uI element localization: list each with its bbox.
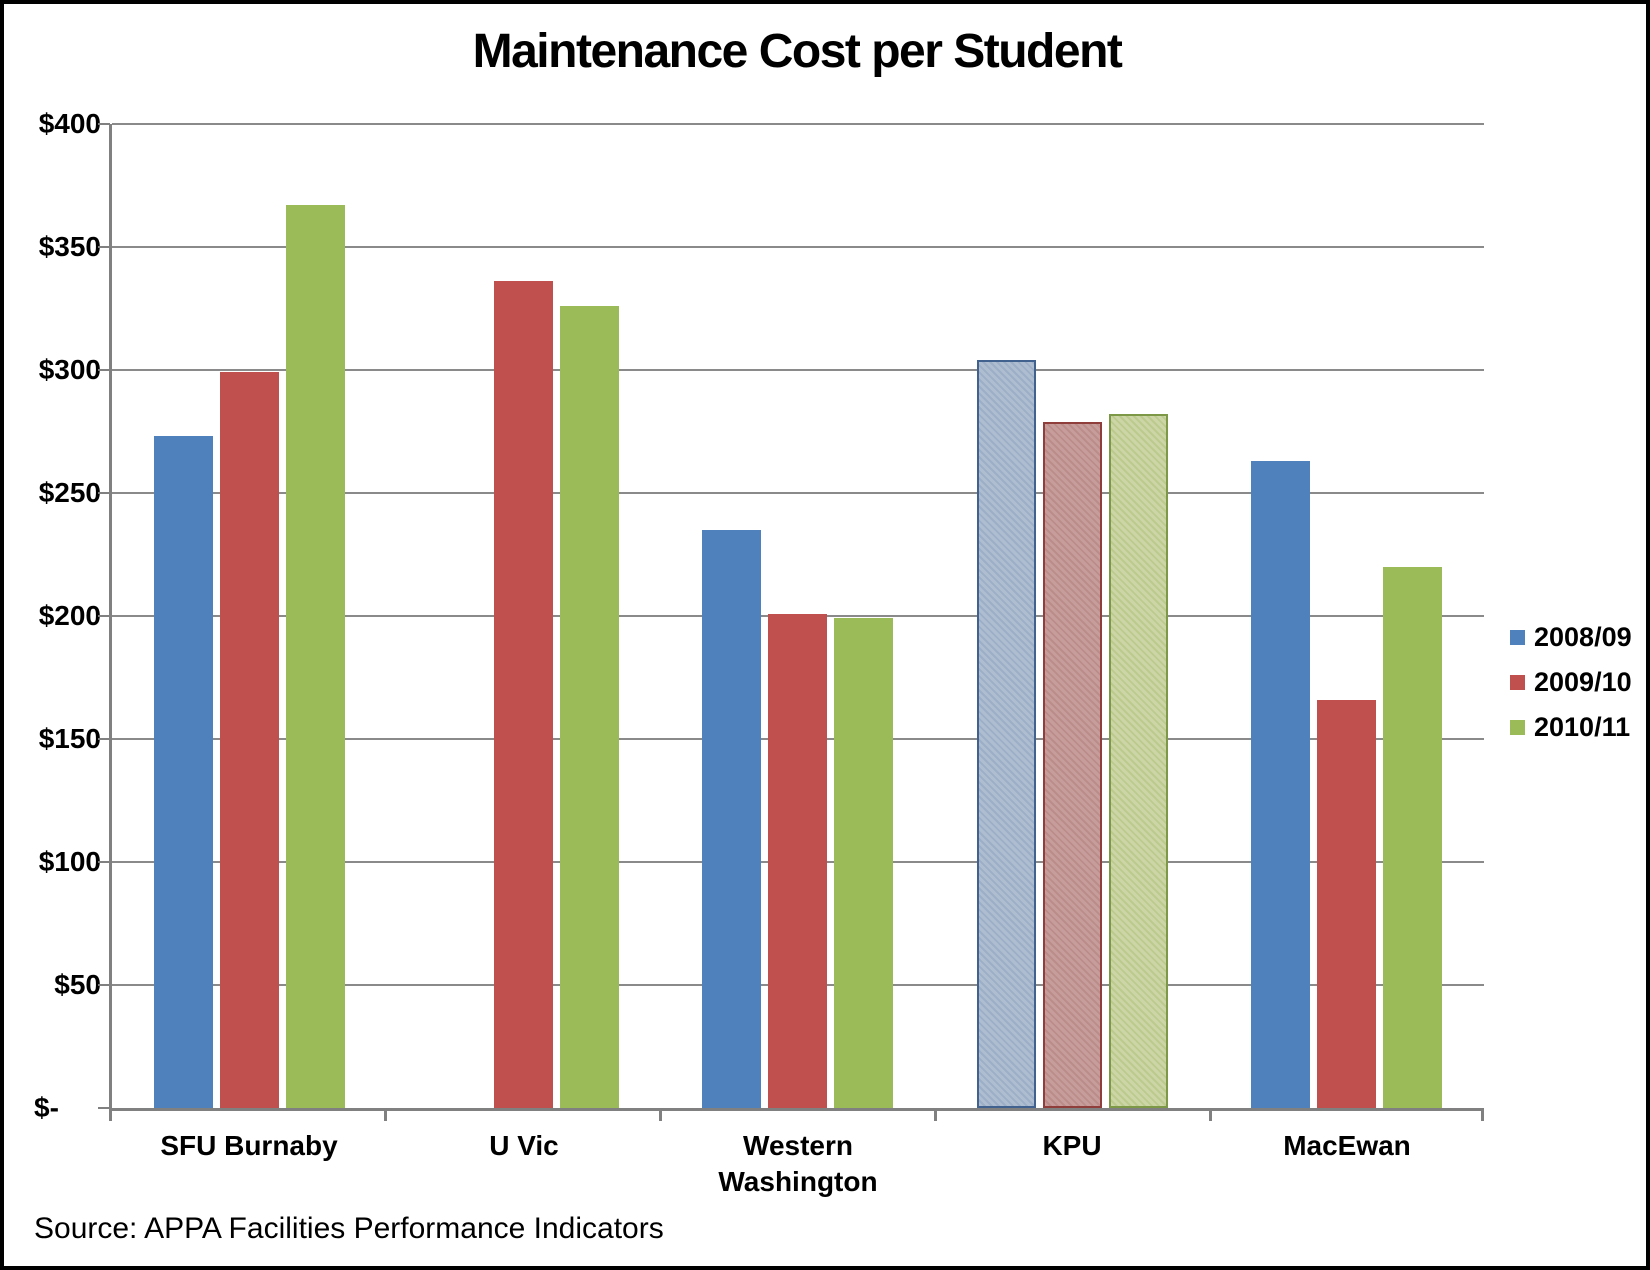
y-axis-tick-label: $50: [54, 969, 101, 1000]
bar-group-u-vic: [386, 124, 660, 1108]
legend-swatch-2008-09: [1510, 630, 1525, 645]
bar-group-macewan: [1210, 124, 1484, 1108]
bar-u-vic-2010-11: [560, 306, 620, 1108]
bar-western-washington-2010-11: [834, 618, 894, 1108]
x-axis-tick-mark: [659, 1111, 662, 1121]
gridline: [112, 369, 1484, 371]
bar-macewan-2009-10: [1317, 699, 1377, 1108]
y-axis-tick-label: $150: [38, 723, 101, 754]
bar-kpu-2008-09: [976, 360, 1036, 1108]
x-axis-tick-mark: [1481, 1111, 1484, 1121]
legend-label: 2009/10: [1534, 667, 1632, 697]
y-axis-tick-mark: [98, 738, 110, 740]
bar-kpu-2009-10: [1042, 421, 1102, 1108]
bar-group-sfu-burnaby: [112, 124, 386, 1108]
bar-macewan-2010-11: [1383, 566, 1443, 1108]
gridline: [112, 492, 1484, 494]
y-axis-tick-label: $300: [38, 354, 101, 385]
gridline: [112, 246, 1484, 248]
legend-item-2008-09: 2008/09: [1510, 622, 1632, 652]
category-label-macewan: MacEwan: [1283, 1130, 1411, 1161]
y-axis-tick-mark: [98, 984, 110, 986]
bar-group-western-washington: [661, 124, 935, 1108]
y-axis-tick-mark: [98, 492, 110, 494]
legend-item-2010-11: 2010/11: [1510, 712, 1632, 742]
source-note: Source: APPA Facilities Performance Indi…: [34, 1212, 664, 1245]
category-label-kpu: KPU: [1042, 1130, 1102, 1161]
category-label-western-washington: Western Washington: [718, 1130, 878, 1198]
bar-macewan-2008-09: [1251, 461, 1311, 1108]
legend-label: 2010/11: [1534, 712, 1631, 742]
category-label-sfu-burnaby: SFU Burnaby: [160, 1130, 338, 1161]
y-axis-tick-mark: [98, 246, 110, 248]
y-axis-tick-label: $350: [38, 231, 101, 262]
chart-title: Maintenance Cost per Student: [472, 25, 1123, 78]
y-axis-tick-mark: [98, 123, 110, 125]
bar-sfu-burnaby-2010-11: [285, 205, 345, 1108]
gridline: [112, 123, 1484, 125]
y-axis-tick-label: $200: [38, 600, 101, 631]
bar-group-kpu: [935, 124, 1209, 1108]
x-axis-tick-mark: [934, 1111, 937, 1121]
bar-sfu-burnaby-2008-09: [153, 436, 213, 1108]
bar-kpu-2010-11: [1108, 414, 1168, 1108]
x-axis-tick-mark: [384, 1111, 387, 1121]
x-axis-tick-mark: [109, 1111, 112, 1121]
legend-label: 2008/09: [1534, 622, 1632, 652]
legend-swatch-2010-11: [1510, 720, 1525, 735]
legend-swatch-2009-10: [1510, 675, 1525, 690]
y-axis-tick-mark: [98, 1107, 110, 1109]
plot-area: [109, 123, 1484, 1111]
bar-western-washington-2009-10: [768, 613, 828, 1108]
bar-sfu-burnaby-2009-10: [219, 372, 279, 1108]
y-axis-tick-label: $400: [38, 108, 101, 139]
y-axis-tick-label: $250: [38, 477, 101, 508]
y-axis-tick-label: $-: [34, 1092, 59, 1123]
legend-item-2009-10: 2009/10: [1510, 667, 1632, 697]
x-axis-tick-mark: [1209, 1111, 1212, 1121]
legend: 2008/09 2009/10 2010/11: [1510, 622, 1632, 759]
category-label-u-vic: U Vic: [489, 1130, 559, 1161]
y-axis-tick-mark: [98, 369, 110, 371]
bar-western-washington-2008-09: [702, 529, 762, 1108]
y-axis-tick-mark: [98, 615, 110, 617]
bar-u-vic-2009-10: [494, 281, 554, 1108]
y-axis-tick-mark: [98, 861, 110, 863]
y-axis-tick-label: $100: [38, 846, 101, 877]
